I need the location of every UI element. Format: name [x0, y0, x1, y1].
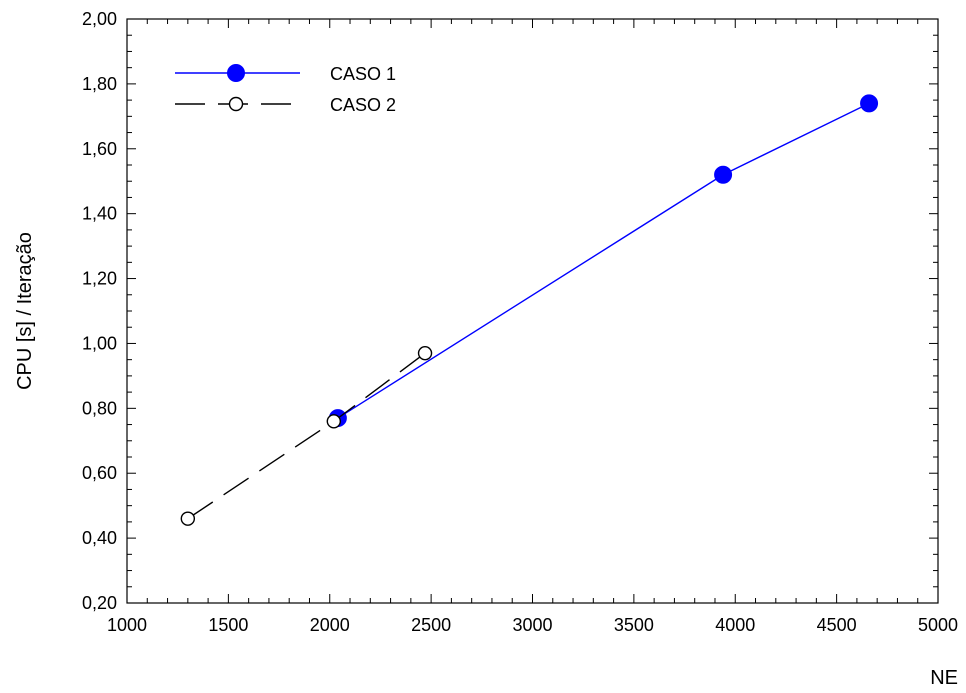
x-tick-label: 1500 [208, 615, 248, 635]
legend-marker-caso-2 [228, 96, 244, 112]
y-tick-label: 1,20 [82, 269, 117, 289]
y-tick-labels: 0,20 0,40 0,60 0,80 1,00 1,20 1,40 1,60 1,80 2,00 [82, 9, 117, 613]
series-line-caso-2 [187, 352, 426, 520]
x-axis-title: NE [930, 667, 958, 689]
plot-frame [126, 18, 939, 604]
data-point-caso-2 [180, 511, 196, 526]
y-tick-label: 1,60 [82, 139, 117, 159]
series-layer [180, 94, 879, 526]
x-tick-label: 3500 [614, 615, 654, 635]
y-tick-label: 1,40 [82, 204, 117, 224]
legend-label-caso-1: CASO 1 [330, 64, 396, 84]
y-tick-label: 0,80 [82, 398, 117, 418]
x-tick-labels: 1000 1500 2000 2500 3000 3500 4000 4500 5000 [107, 615, 958, 635]
x-tick-label: 4000 [715, 615, 755, 635]
series-line-caso-1 [337, 102, 870, 419]
legend-label-caso-2: CASO 2 [330, 95, 396, 115]
x-tick-label: 5000 [918, 615, 958, 635]
y-tick-label: 1,80 [82, 74, 117, 94]
legend: CASO 1 CASO 2 [175, 64, 396, 115]
data-point-caso-1 [714, 165, 733, 184]
y-tick-label: 2,00 [82, 9, 117, 29]
data-point-caso-1 [860, 94, 879, 113]
y-tick-label: 1,00 [82, 333, 117, 353]
y-tick-label: 0,40 [82, 528, 117, 548]
y-axis-title: CPU [s] / Iteração [14, 232, 36, 390]
legend-item-caso-1: CASO 1 [175, 64, 396, 84]
axis-ticks [126, 18, 939, 604]
legend-marker-caso-1 [227, 64, 245, 82]
data-point-caso-2 [417, 345, 433, 361]
x-tick-label: 1000 [107, 615, 147, 635]
x-tick-label: 4500 [817, 615, 857, 635]
y-tick-label: 0,60 [82, 463, 117, 483]
x-tick-label: 2500 [411, 615, 451, 635]
y-tick-label: 0,20 [82, 593, 117, 613]
legend-item-caso-2: CASO 2 [175, 95, 396, 115]
x-tick-label: 2000 [310, 615, 350, 635]
x-tick-label: 3000 [512, 615, 552, 635]
data-point-caso-2 [326, 414, 342, 429]
